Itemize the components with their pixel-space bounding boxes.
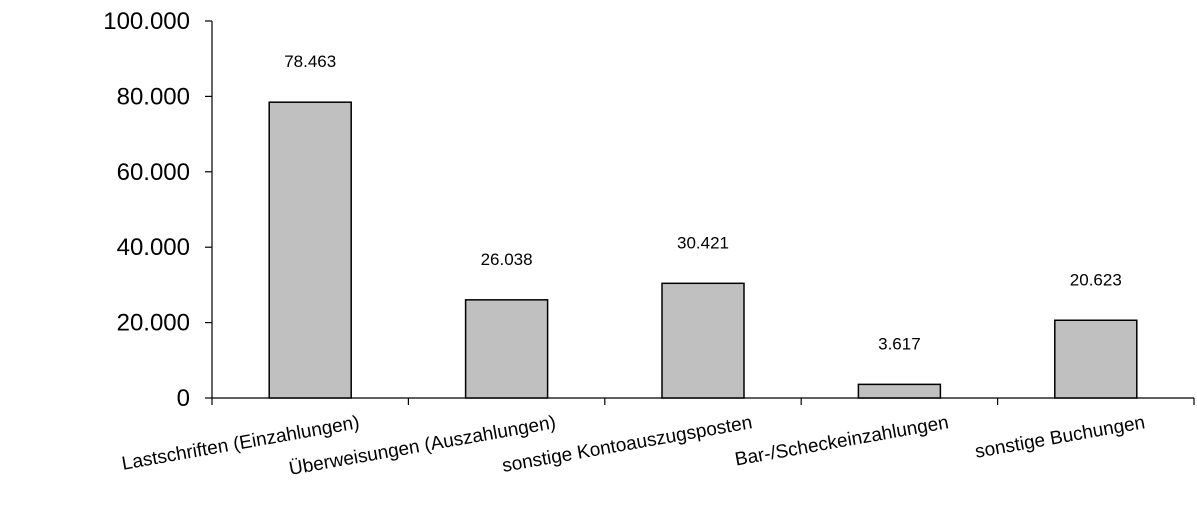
data-label: 26.038 [481,250,533,269]
bar [857,383,942,399]
x-axis [211,397,1195,405]
y-tick-label: 0 [177,385,190,412]
bar [661,282,745,399]
data-label: 30.421 [677,233,729,252]
category-labels: Lastschriften (Einzahlungen)Überweisunge… [120,412,1146,480]
category-label: Bar-/Scheckeinzahlungen [733,412,950,470]
data-label: 78.463 [284,52,336,71]
category-label: sonstige Buchungen [973,412,1146,463]
data-labels: 78.463 26.038 30.421 3.617 20.623 [284,52,1122,353]
y-tick-label: 80.000 [117,83,190,110]
y-tick-label: 20.000 [117,310,190,337]
bar [1054,319,1138,399]
bar [464,299,549,399]
bar [268,101,352,399]
bars [268,101,1138,399]
data-label: 3.617 [878,334,921,353]
data-label: 20.623 [1070,270,1122,289]
y-axis: 0 20.000 40.000 60.000 80.000 100.000 [103,8,213,412]
y-tick-label: 60.000 [117,159,190,186]
y-tick-label: 100.000 [103,8,190,35]
y-tick-label: 40.000 [117,234,190,261]
